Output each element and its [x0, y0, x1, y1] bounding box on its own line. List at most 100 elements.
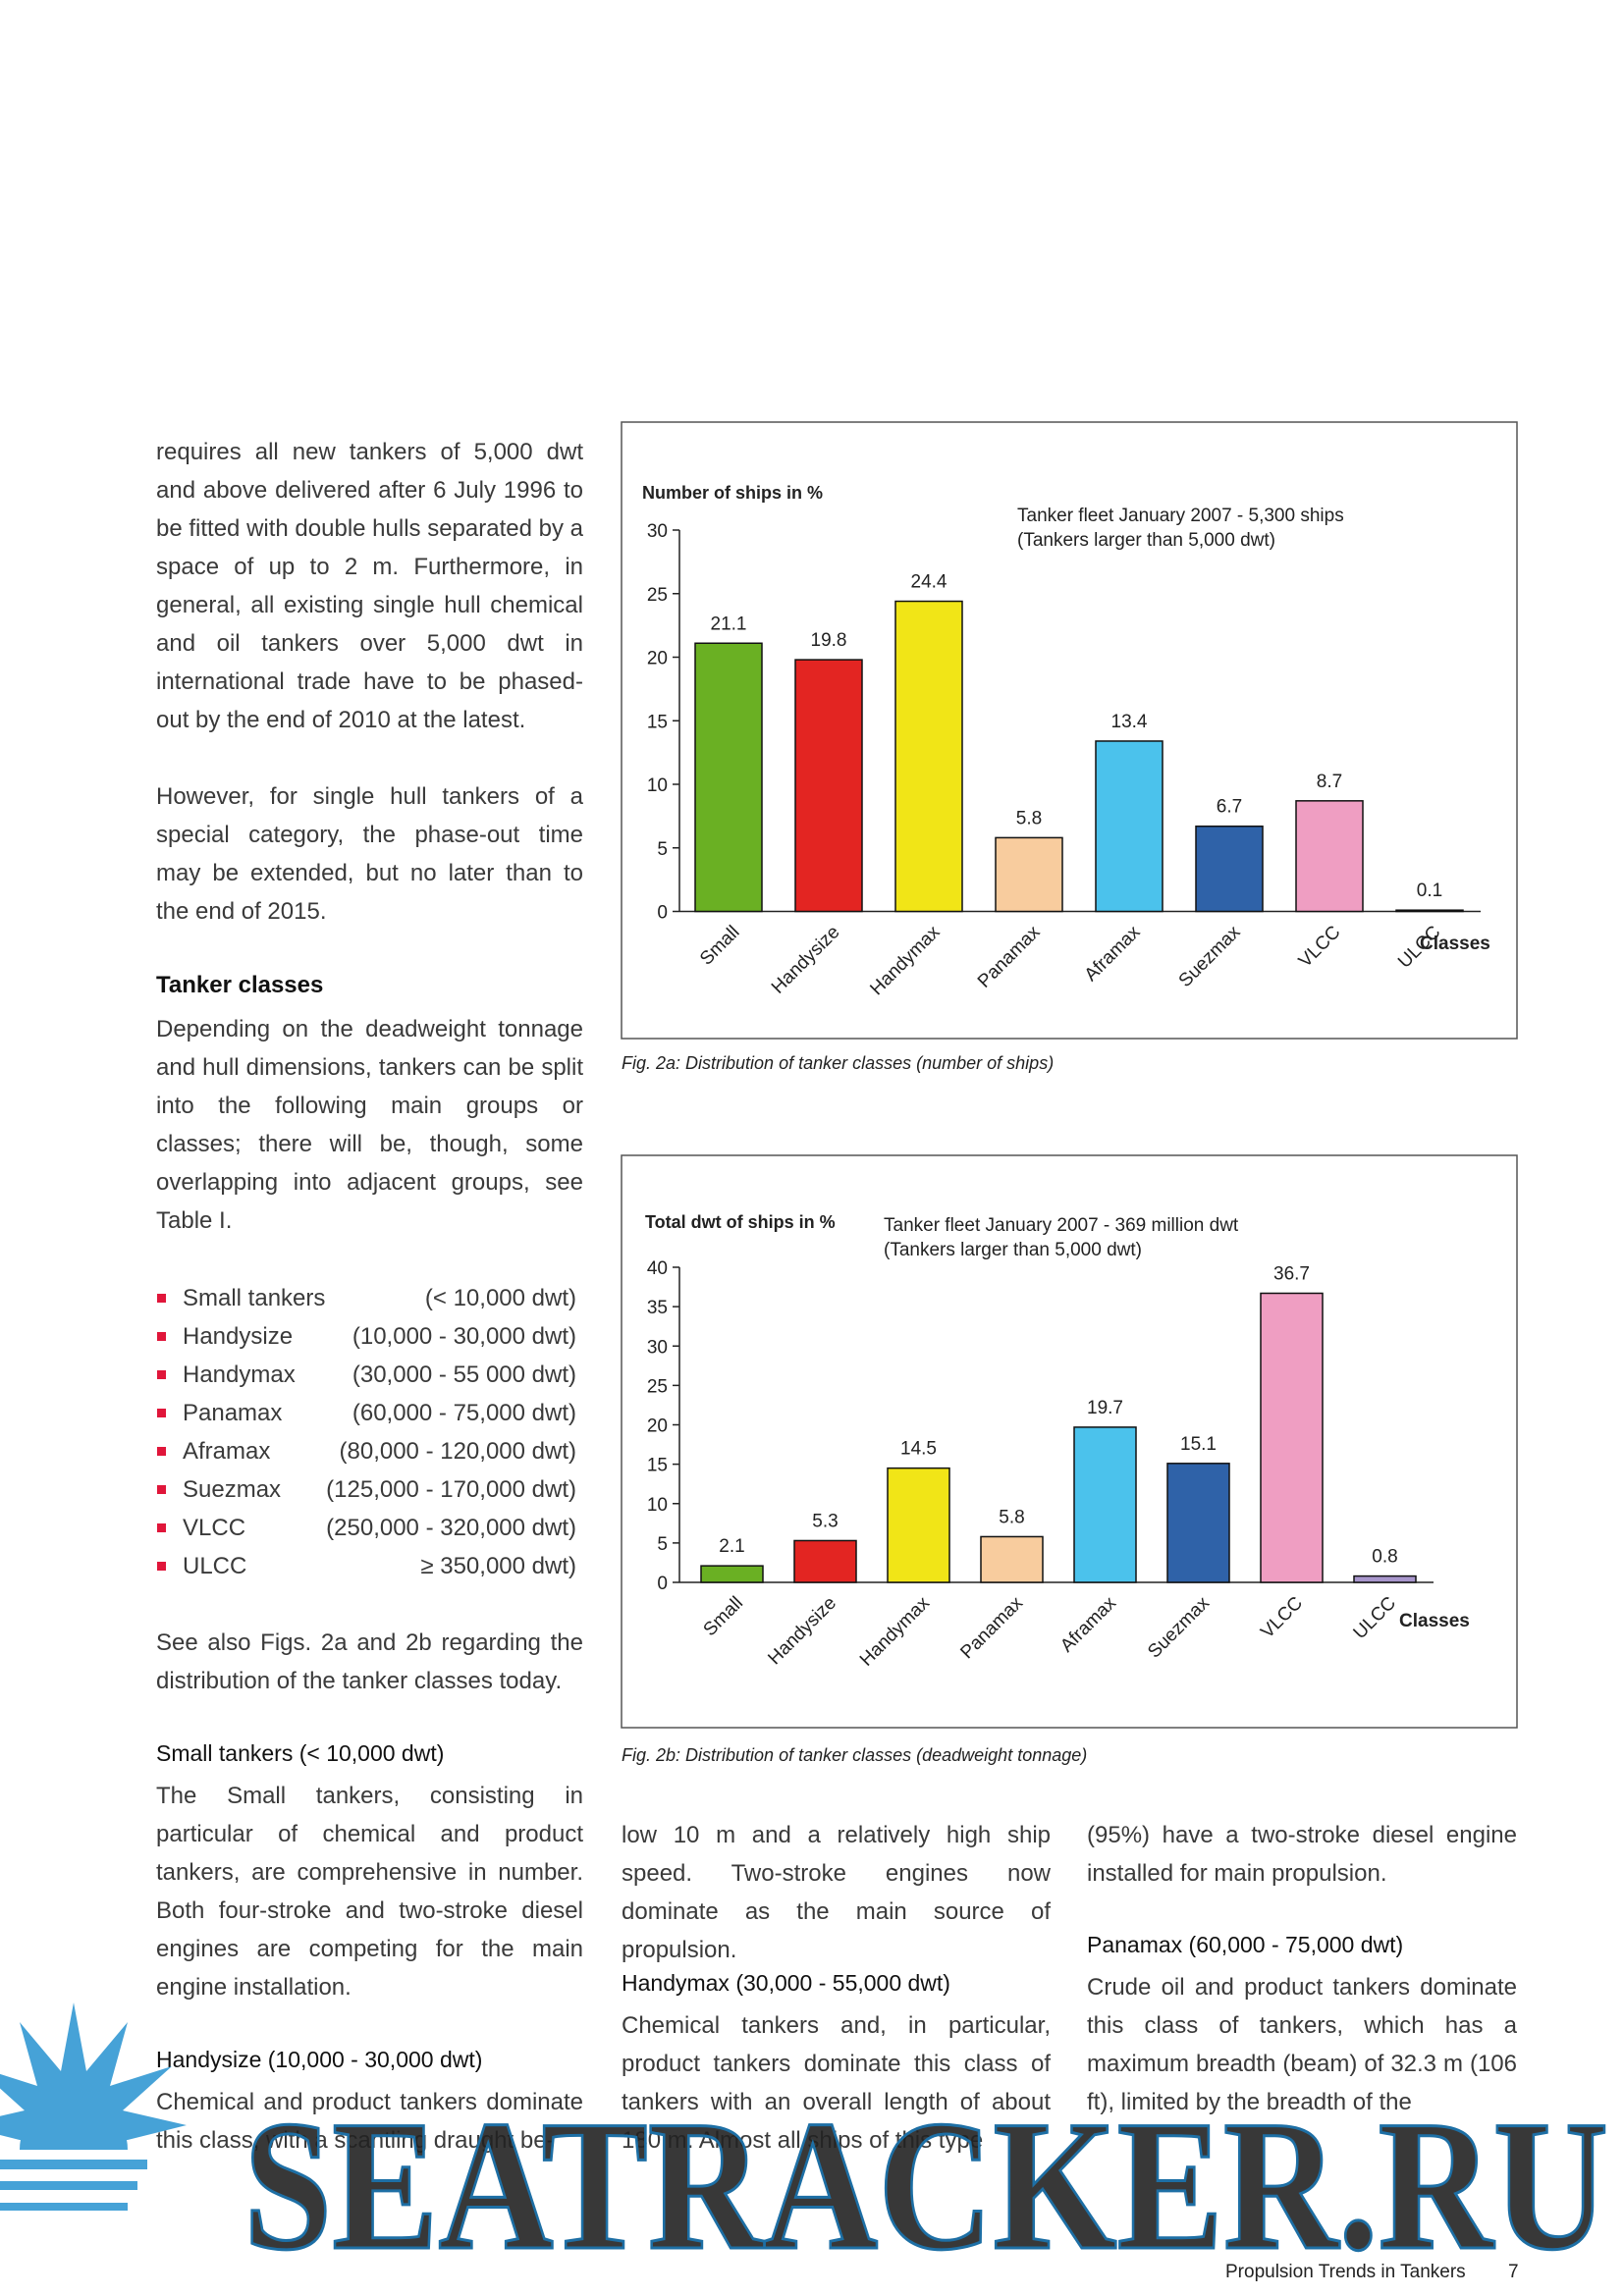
value-label: 8.7 [1317, 772, 1342, 792]
y-axis-title: Number of ships in % [642, 483, 823, 503]
value-label: 15.1 [1180, 1434, 1217, 1455]
category-label: ULCC [1350, 1593, 1400, 1643]
list-item: Handymax (30,000 - 55 000 dwt) [156, 1356, 576, 1394]
class-range: (10,000 - 30,000 dwt) [352, 1323, 576, 1350]
class-name: VLCC [183, 1515, 246, 1541]
chart-note: (Tankers larger than 5,000 dwt) [1017, 530, 1275, 551]
heading: Small tankers (< 10,000 dwt) [156, 1740, 445, 1766]
bar [1073, 1426, 1137, 1583]
figure-frame [621, 1154, 1518, 1729]
y-tick-label: 15 [647, 1456, 668, 1476]
paragraph: requires all new tankers of 5,000 dwt an… [156, 439, 583, 733]
paragraph: Depending on the deadweight tonnage and … [156, 1016, 583, 1234]
list-item: Suezmax (125,000 - 170,000 dwt) [156, 1470, 576, 1509]
bar [1353, 1575, 1417, 1583]
bar [700, 1565, 764, 1583]
class-range: (< 10,000 dwt) [424, 1285, 576, 1311]
bar [1260, 1292, 1324, 1583]
y-tick-label: 20 [647, 1416, 668, 1437]
category-label: Aframax [1081, 922, 1145, 986]
bar [1166, 1463, 1230, 1583]
bar [1095, 740, 1164, 913]
category-label: Suezmax [1144, 1592, 1214, 1662]
class-range: (250,000 - 320,000 dwt) [326, 1515, 576, 1541]
class-name: Suezmax [183, 1476, 282, 1503]
value-label: 5.3 [812, 1511, 838, 1531]
list-item: Panamax (60,000 - 75,000 dwt) [156, 1394, 576, 1432]
y-tick-label: 30 [647, 521, 668, 542]
category-label: Handymax [856, 1592, 934, 1670]
heading: Handysize (10,000 - 30,000 dwt) [156, 2047, 483, 2072]
y-tick-label: 0 [657, 903, 668, 924]
class-range: (30,000 - 55 000 dwt) [352, 1362, 576, 1388]
value-label: 21.1 [711, 614, 747, 634]
category-label: Handysize [768, 922, 844, 998]
y-tick-label: 35 [647, 1298, 668, 1318]
paragraph: (95%) have a two-stroke diesel engine in… [1087, 1822, 1517, 1887]
class-range: ≥ 350,000 dwt) [420, 1553, 576, 1579]
bar [887, 1467, 950, 1583]
value-label: 19.8 [811, 630, 847, 651]
value-label: 5.8 [999, 1507, 1024, 1527]
heading: Tanker classes [156, 972, 324, 998]
value-label: 6.7 [1217, 797, 1242, 818]
heading: Handymax (30,000 - 55,000 dwt) [622, 1970, 950, 1996]
footer-title: Propulsion Trends in Tankers [1225, 2262, 1466, 2282]
x-axis-title: Classes [1420, 934, 1490, 954]
y-tick-label: 25 [647, 1376, 668, 1397]
class-name: Panamax [183, 1400, 283, 1426]
bar [995, 836, 1063, 913]
y-tick-label: 5 [657, 839, 668, 860]
class-name: Handysize [183, 1323, 294, 1350]
figure-frame [621, 421, 1518, 1040]
list-item: ULCC ≥ 350,000 dwt) [156, 1547, 576, 1585]
list-item: Handysize (10,000 - 30,000 dwt) [156, 1317, 576, 1356]
y-tick-label: 20 [647, 649, 668, 669]
value-label: 0.8 [1372, 1547, 1397, 1568]
chart-note: (Tankers larger than 5,000 dwt) [884, 1240, 1142, 1260]
bar [694, 642, 763, 913]
chart-note: Tanker fleet January 2007 - 5,300 ships [1017, 506, 1344, 526]
figure-caption: Fig. 2b: Distribution of tanker classes … [622, 1745, 1087, 1765]
y-tick-label: 10 [647, 1495, 668, 1516]
value-label: 0.1 [1417, 881, 1442, 901]
value-label: 13.4 [1111, 712, 1148, 732]
class-list: Small tankers (< 10,000 dwt) Handysize (10,… [156, 1279, 576, 1585]
watermark-logo [0, 2002, 187, 2228]
value-label: 2.1 [719, 1536, 744, 1557]
y-tick-label: 30 [647, 1337, 668, 1358]
category-label: Handymax [866, 922, 944, 999]
value-label: 19.7 [1087, 1398, 1123, 1418]
category-label: VLCC [1295, 922, 1345, 972]
category-label: Aframax [1056, 1592, 1120, 1656]
bar [980, 1535, 1044, 1583]
paragraph: See also Figs. 2a and 2b regarding the d… [156, 1629, 583, 1694]
class-range: (125,000 - 170,000 dwt) [326, 1476, 576, 1503]
watermark: SEATRACKER.RU [244, 2083, 1608, 2289]
heading: Panamax (60,000 - 75,000 dwt) [1087, 1932, 1404, 1957]
category-label: Small [696, 922, 743, 969]
paragraph: The Small tankers, consisting in particu… [156, 1783, 583, 2001]
paragraph: low 10 m and a relatively high ship spee… [622, 1822, 1051, 1963]
paragraph: Chemical tankers and, in particular, pro… [622, 2012, 1051, 2154]
category-label: Handysize [764, 1593, 840, 1670]
y-axis-title: Total dwt of ships in % [645, 1212, 836, 1232]
category-label: Panamax [956, 1592, 1027, 1663]
list-item: Small tankers (< 10,000 dwt) [156, 1279, 576, 1317]
bar [1195, 825, 1264, 913]
paragraph: Chemical and product tankers dominate th… [156, 2089, 583, 2154]
y-tick-label: 10 [647, 775, 668, 796]
y-tick-label: 5 [657, 1534, 668, 1555]
paragraph: However, for single hull tankers of a sp… [156, 783, 583, 925]
category-label: Panamax [974, 922, 1045, 992]
class-name: Handymax [183, 1362, 296, 1388]
value-label: 14.5 [900, 1439, 937, 1460]
class-name: ULCC [183, 1553, 247, 1579]
value-label: 5.8 [1016, 808, 1042, 828]
class-range: (80,000 - 120,000 dwt) [339, 1438, 577, 1465]
class-range: (60,000 - 75,000 dwt) [352, 1400, 576, 1426]
value-label: 36.7 [1273, 1263, 1310, 1284]
value-label: 24.4 [911, 572, 947, 593]
